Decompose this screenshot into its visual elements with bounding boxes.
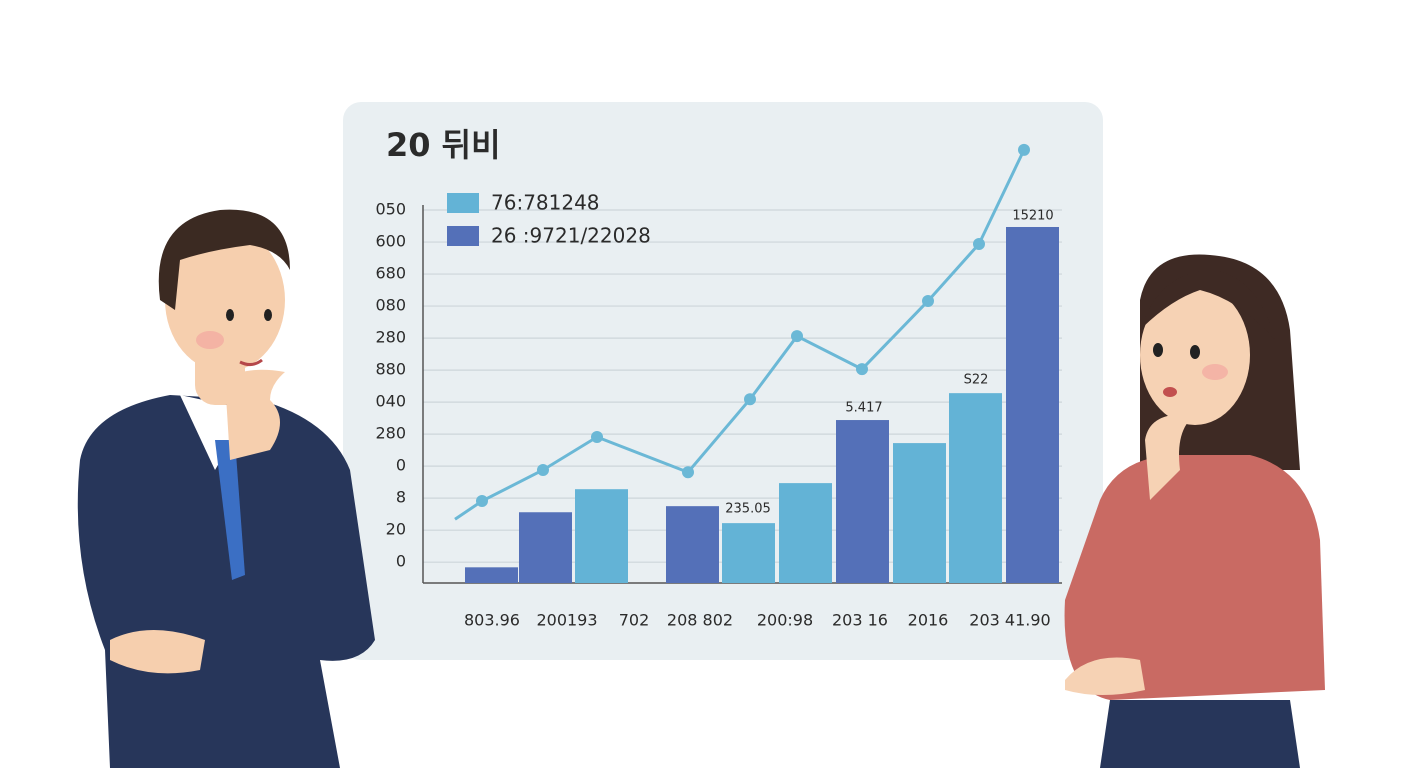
y-tick-label: 680 <box>375 264 406 283</box>
trend-point <box>922 294 934 307</box>
x-tick-label: 803.96 <box>464 611 520 630</box>
y-tick-label: 880 <box>375 360 406 379</box>
trend-point <box>537 463 549 476</box>
legend-swatch <box>447 193 479 213</box>
y-tick-label: 8 <box>396 488 406 507</box>
y-tick-label: 050 <box>375 200 406 219</box>
trend-point <box>744 393 756 406</box>
bar <box>893 443 946 583</box>
bar <box>779 483 832 583</box>
bar <box>519 512 572 583</box>
y-tick-label: 280 <box>375 328 406 347</box>
y-tick-label: 600 <box>375 232 406 251</box>
trend-point <box>1018 143 1030 156</box>
trend-point <box>476 495 488 508</box>
legend-swatch <box>447 226 479 246</box>
trend-point <box>856 363 868 376</box>
bar <box>666 506 719 583</box>
x-tick-label: 200193 <box>536 611 597 630</box>
trend-point <box>682 466 694 479</box>
y-tick-label: 0 <box>396 456 406 475</box>
bar <box>575 489 628 583</box>
bar <box>836 420 889 583</box>
trend-point <box>591 431 603 444</box>
annotation: 15210 <box>1012 209 1053 224</box>
x-tick-label: 203 16 <box>832 611 888 630</box>
chart-title: 20 뒤비 <box>386 126 501 164</box>
y-tick-label: 280 <box>375 424 406 443</box>
man-illustration <box>77 209 376 768</box>
bar <box>722 523 775 583</box>
bar <box>465 567 518 583</box>
y-tick-label: 0 <box>396 552 406 571</box>
x-tick-label: 2016 <box>908 611 949 630</box>
y-tick-label: 20 <box>386 520 406 539</box>
trend-point <box>973 237 985 250</box>
annotation: S22 <box>964 373 989 388</box>
y-tick-label: 040 <box>375 392 406 411</box>
woman-illustration <box>1064 254 1325 768</box>
bar <box>949 393 1002 583</box>
x-tick-label: 203 41.90 <box>969 611 1050 630</box>
annotation: 5.417 <box>845 401 882 416</box>
x-tick-label: 702 <box>619 611 650 630</box>
x-tick-label: 208 802 <box>667 611 733 630</box>
y-tick-label: 080 <box>375 296 406 315</box>
x-tick-label: 200:98 <box>757 611 813 630</box>
trend-point <box>791 330 803 343</box>
bar <box>1006 226 1059 583</box>
annotation: 235.05 <box>725 502 771 517</box>
legend-label: 76:781248 <box>491 191 600 215</box>
legend-label: 26 :9721/22028 <box>491 224 651 248</box>
